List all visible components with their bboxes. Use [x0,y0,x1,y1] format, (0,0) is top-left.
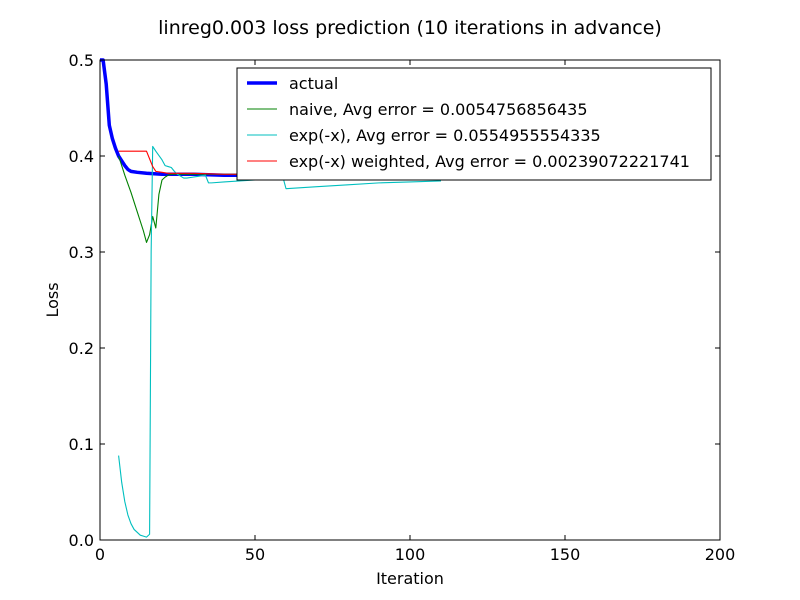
legend-label-1: actual [289,74,338,93]
y-tick-label: 0.2 [69,339,94,358]
y-tick-label: 0.3 [69,243,94,262]
y-axis-label: Loss [43,282,62,317]
x-axis-ticks: 0 50 100 150 200 [95,60,735,564]
series-line-3 [118,145,442,538]
y-tick-label: 0.0 [69,531,94,550]
x-tick-label: 50 [245,545,265,564]
x-axis-label: Iteration [376,569,444,588]
chart-title: linreg0.003 loss prediction (10 iteratio… [158,17,662,39]
y-tick-label: 0.4 [69,147,94,166]
y-tick-label: 0.5 [69,51,94,70]
legend-label-3: exp(-x), Avg error = 0.0554955554335 [289,126,601,145]
x-tick-label: 150 [550,545,581,564]
x-tick-label: 100 [395,545,426,564]
legend-box [236,67,712,181]
x-tick-label: 200 [705,545,736,564]
y-axis-ticks: 0.0 0.1 0.2 0.3 0.4 0.5 [69,51,720,550]
y-tick-label: 0.1 [69,435,94,454]
legend-label-4: exp(-x) weighted, Avg error = 0.00239072… [289,152,690,171]
legend: actual naive, Avg error = 0.0054756856435… [236,67,712,181]
x-tick-label: 0 [95,545,105,564]
legend-label-2: naive, Avg error = 0.0054756856435 [289,100,588,119]
